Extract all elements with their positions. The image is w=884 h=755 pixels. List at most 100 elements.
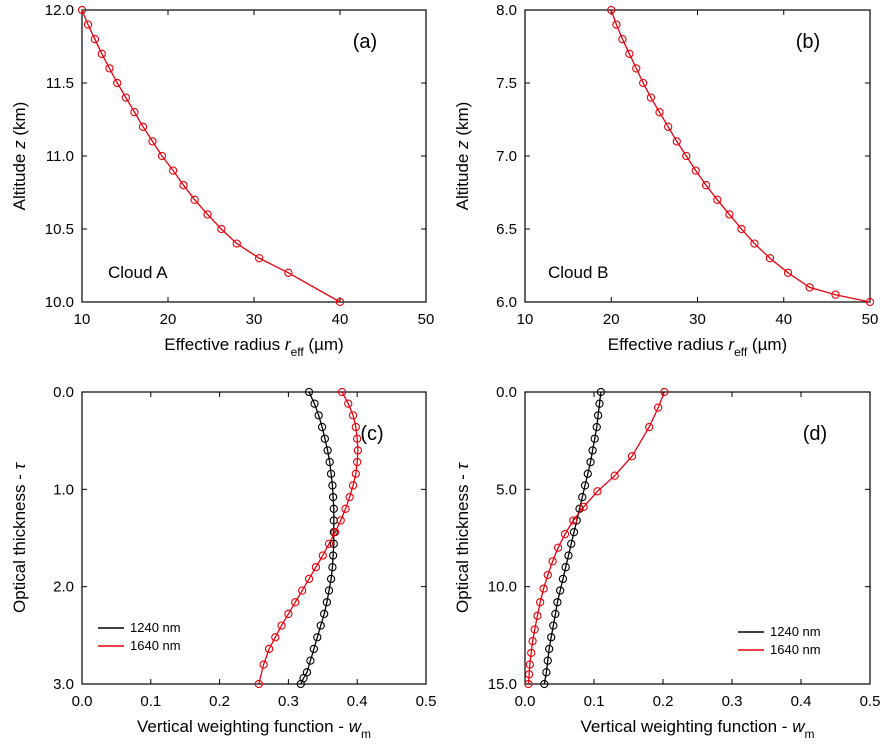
chart-d-data-point — [561, 563, 570, 572]
chart-c-data-point — [326, 469, 336, 478]
chart-b-panel-label: (b) — [796, 31, 820, 53]
chart-d-data-point — [579, 502, 588, 512]
chart-c-data-point — [271, 633, 280, 642]
chart-c-data-point — [336, 516, 345, 525]
chart-b-data-point — [783, 268, 793, 277]
chart-d-xtick-label: 0.5 — [860, 693, 881, 710]
chart-a-xtick-label: 10 — [74, 311, 91, 328]
chart-b-xtick-label: 50 — [862, 311, 879, 328]
chart-a-data-point — [130, 108, 139, 117]
chart-a-data-point — [90, 35, 100, 44]
chart-c-xtick-label: 0.3 — [278, 693, 299, 710]
chart-a-data-point — [113, 78, 122, 88]
chart-a-data-point — [190, 195, 199, 204]
chart-d-data-point — [578, 492, 587, 502]
chart-c-data-point — [353, 446, 363, 455]
chart-d-data-point — [547, 633, 556, 642]
chart-d-data-point — [588, 446, 597, 455]
chart-d-data-point — [551, 609, 560, 619]
chart-c-data-point — [317, 422, 327, 432]
chart-d-data-point — [549, 621, 558, 630]
chart-d-data-point — [548, 557, 557, 566]
chart-d-data-point — [595, 399, 604, 408]
chart-b-data-point — [865, 297, 875, 307]
chart-c-data-point — [298, 586, 307, 595]
chart-b-xlabel: Effective radius reff (µm) — [608, 335, 787, 359]
chart-d-ytick-label: 0.0 — [496, 384, 517, 401]
chart-c-data-point — [316, 621, 325, 630]
chart-d-data-point — [533, 611, 542, 621]
chart-b-ylabel: Altitude z (km) — [453, 102, 472, 211]
chart-c-data-point — [304, 574, 314, 584]
chart-a-ytick-label: 12.0 — [45, 2, 74, 19]
chart-b-ytick-label: 8.0 — [496, 2, 517, 19]
chart-d-data-point — [645, 422, 654, 432]
chart-c-data-point — [348, 481, 358, 490]
chart-a-data-point — [121, 93, 131, 102]
chart-d-data-point — [593, 411, 603, 420]
chart-c-data-point — [277, 621, 286, 630]
chart-b-data-point — [664, 122, 673, 131]
chart-c-data-point — [310, 399, 319, 408]
chart-c-data-point — [309, 644, 319, 654]
chart-d-data-point — [539, 584, 548, 593]
chart-a-data-point — [232, 239, 241, 248]
chart-b-annotation: Cloud B — [548, 263, 608, 282]
chart-c-data-point — [353, 457, 362, 467]
chart-b-data-point — [701, 181, 711, 190]
chart-c-series-0 — [296, 387, 338, 689]
chart-c-legend-label: 1240 nm — [130, 620, 181, 635]
chart-c-xtick-label: 0.4 — [347, 693, 368, 710]
chart-b-frame — [524, 9, 871, 303]
chart-d-data-point — [556, 586, 565, 595]
chart-c-data-point — [306, 656, 315, 665]
chart-b-data-point — [831, 290, 840, 299]
chart-c-data-point — [314, 411, 323, 420]
chart-d-xtick-label: 0.2 — [653, 693, 674, 710]
chart-a-ytick-label: 10.5 — [45, 221, 74, 238]
chart-b-data-point — [805, 283, 814, 292]
chart-d-data-point — [525, 660, 534, 669]
chart-b-ytick-label: 6.5 — [496, 221, 517, 238]
chart-b-xtick-label: 30 — [689, 311, 706, 328]
chart-c: 0.0 0.1 0.2 0.3 0.4 0.5 0.0 1.0 2.0 3.0 Vertical w… — [10, 384, 436, 741]
chart-b-data-point — [765, 254, 775, 263]
chart-c-ytick-label: 2.0 — [53, 579, 74, 596]
chart-a-series-0 — [77, 5, 345, 307]
chart-b-series-line — [610, 9, 871, 303]
chart-c-data-point — [320, 434, 330, 443]
chart-d-series-0 — [540, 387, 606, 689]
chart-a-xlabel: Effective radius reff (µm) — [164, 335, 343, 359]
chart-d-data-point — [528, 637, 537, 646]
chart-a-data-point — [105, 64, 114, 73]
chart-c-data-point — [326, 574, 336, 584]
chart-b-xtick-label: 10 — [517, 311, 534, 328]
chart-a-data-point — [179, 181, 188, 190]
chart-d-xtick-label: 0.4 — [791, 693, 812, 710]
chart-d-data-point — [580, 481, 590, 490]
chart-c-data-point — [331, 528, 340, 537]
chart-c-xlabel: Vertical weighting function - wm — [137, 717, 371, 741]
chart-c-data-point — [351, 422, 360, 432]
chart-c-data-point — [323, 446, 332, 455]
chart-d-legend-label: 1640 nm — [770, 642, 821, 657]
chart-a-frame — [81, 9, 427, 303]
chart-c-data-point — [324, 539, 334, 548]
chart-d-data-point — [553, 543, 563, 552]
chart-c-data-point — [341, 504, 350, 513]
chart-c-data-point — [344, 399, 353, 408]
chart-d-data-point — [540, 679, 549, 689]
chart-b-data-point — [607, 5, 616, 15]
chart-d-data-point — [560, 529, 570, 539]
chart-b-series-0 — [607, 5, 875, 307]
chart-d-data-point — [627, 452, 637, 461]
chart-c-data-point — [291, 598, 300, 607]
chart-b-data-point — [639, 78, 648, 88]
chart-d-data-point — [596, 387, 606, 397]
chart-a-xtick-label: 20 — [160, 311, 177, 328]
chart-d-series-line — [543, 391, 602, 685]
chart-c-series-line — [258, 391, 359, 685]
chart-b-ytick-label: 6.0 — [496, 294, 517, 311]
chart-a-data-point — [138, 122, 148, 131]
chart-d-data-point — [543, 570, 552, 580]
